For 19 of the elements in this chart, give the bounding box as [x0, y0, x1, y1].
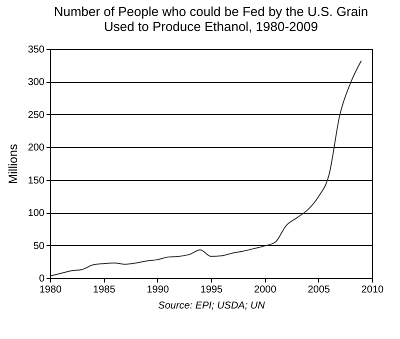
x-tick-label: 1985 [93, 284, 116, 296]
source-note: Source: EPI; USDA; UN [158, 300, 266, 312]
x-tick-label: 2005 [308, 284, 330, 296]
line-series [50, 60, 362, 277]
x-tick-label: 1995 [200, 284, 224, 296]
y-tick-label: 250 [28, 110, 45, 121]
y-tick-label: 350 [28, 44, 45, 56]
x-tick-label: 2010 [361, 284, 384, 296]
y-tick-label: 100 [28, 208, 45, 220]
x-tick-label: 2000 [254, 284, 277, 296]
y-axis-title: Millions [6, 144, 20, 184]
y-tick-label: 0 [38, 274, 45, 284]
y-tick-label: 300 [28, 77, 45, 88]
y-tick-label: 200 [28, 142, 45, 154]
y-tick-label: 50 [33, 240, 45, 252]
x-tick-label: 1990 [146, 284, 170, 296]
y-tick-label: 150 [28, 175, 45, 186]
x-tick-label: 1980 [39, 284, 62, 296]
chart-title: Number of People who could be Fed by the U.S. Grain Used to Produce Ethanol, 1980-2009 [54, 4, 368, 34]
